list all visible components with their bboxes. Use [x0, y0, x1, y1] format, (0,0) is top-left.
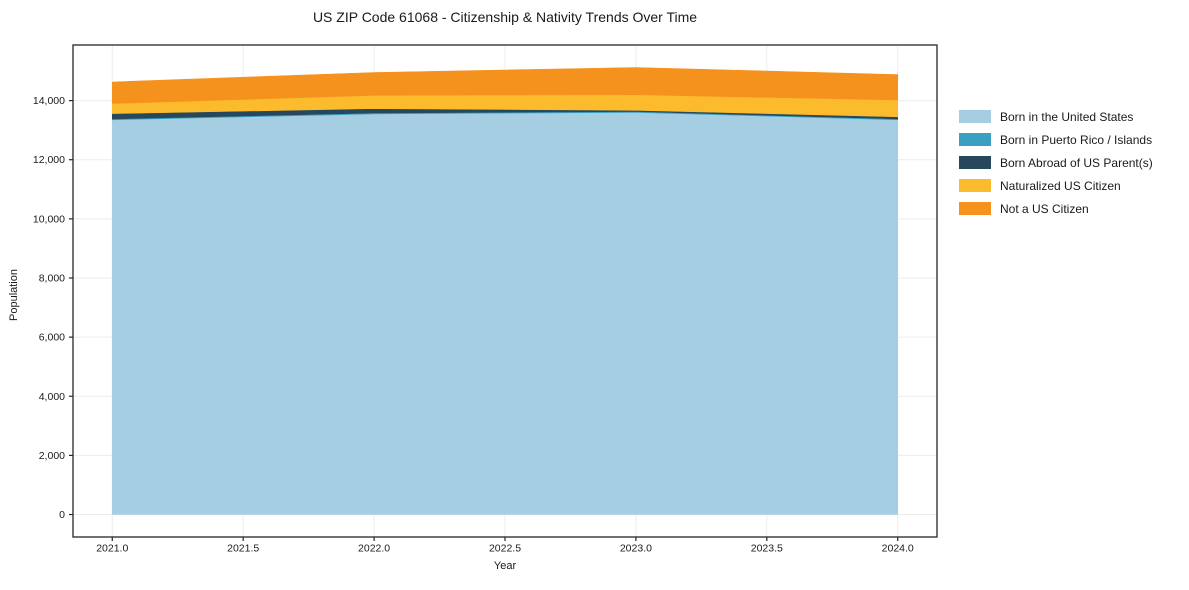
y-tick-label: 12,000 [33, 154, 65, 166]
y-tick-label: 6,000 [39, 332, 65, 344]
x-tick-label: 2023.5 [751, 543, 783, 555]
x-tick-label: 2022.0 [358, 543, 390, 555]
legend-swatch-born-abroad-of-us-parent-s [959, 156, 991, 169]
y-tick-label: 10,000 [33, 213, 65, 225]
y-axis-label: Population [8, 269, 20, 321]
x-tick-label: 2022.5 [489, 543, 521, 555]
x-tick-label: 2021.0 [96, 543, 128, 555]
legend-swatch-born-in-the-united-states [959, 110, 991, 123]
x-tick-label: 2021.5 [227, 543, 259, 555]
y-tick-label: 14,000 [33, 95, 65, 107]
legend-item: Born in the United States [959, 105, 1153, 128]
legend-item: Born in Puerto Rico / Islands [959, 128, 1153, 151]
legend-swatch-not-a-us-citizen [959, 202, 991, 215]
y-tick-label: 8,000 [39, 272, 65, 284]
x-tick-label: 2024.0 [882, 543, 914, 555]
chart-title: US ZIP Code 61068 - Citizenship & Nativi… [312, 9, 698, 25]
x-axis-label: Year [493, 560, 517, 572]
legend-label: Naturalized US Citizen [1000, 178, 1121, 193]
x-tick-label: 2023.0 [620, 543, 652, 555]
legend-swatch-born-in-puerto-rico-islands [959, 133, 991, 146]
y-tick-label: 4,000 [39, 391, 65, 403]
legend-label: Not a US Citizen [1000, 201, 1089, 216]
legend-item: Born Abroad of US Parent(s) [959, 151, 1153, 174]
legend-label: Born in the United States [1000, 109, 1134, 124]
area-series-not-a-us-citizen [112, 67, 898, 104]
y-tick-label: 2,000 [39, 450, 65, 462]
legend-item: Naturalized US Citizen [959, 174, 1153, 197]
legend-label: Born in Puerto Rico / Islands [1000, 132, 1153, 147]
area-series-born-in-the-united-states [112, 112, 898, 515]
legend: Born in the United States Born in Puerto … [959, 105, 1153, 220]
legend-item: Not a US Citizen [959, 197, 1153, 220]
legend-swatch-naturalized-us-citizen [959, 179, 991, 192]
y-tick-label: 0 [59, 509, 65, 521]
legend-label: Born Abroad of US Parent(s) [1000, 155, 1153, 170]
